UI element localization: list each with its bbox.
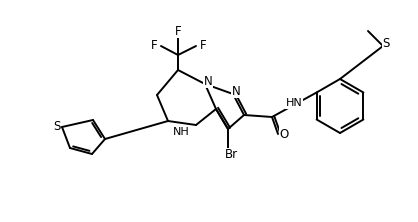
Text: Br: Br (224, 149, 237, 161)
Text: F: F (175, 24, 181, 38)
Text: S: S (54, 119, 61, 133)
Text: F: F (150, 38, 157, 52)
Text: N: N (204, 75, 212, 87)
Text: NH: NH (173, 127, 189, 137)
Text: HN: HN (285, 98, 302, 108)
Text: N: N (232, 85, 240, 97)
Text: F: F (200, 38, 206, 52)
Text: S: S (382, 36, 390, 50)
Text: O: O (279, 127, 288, 141)
